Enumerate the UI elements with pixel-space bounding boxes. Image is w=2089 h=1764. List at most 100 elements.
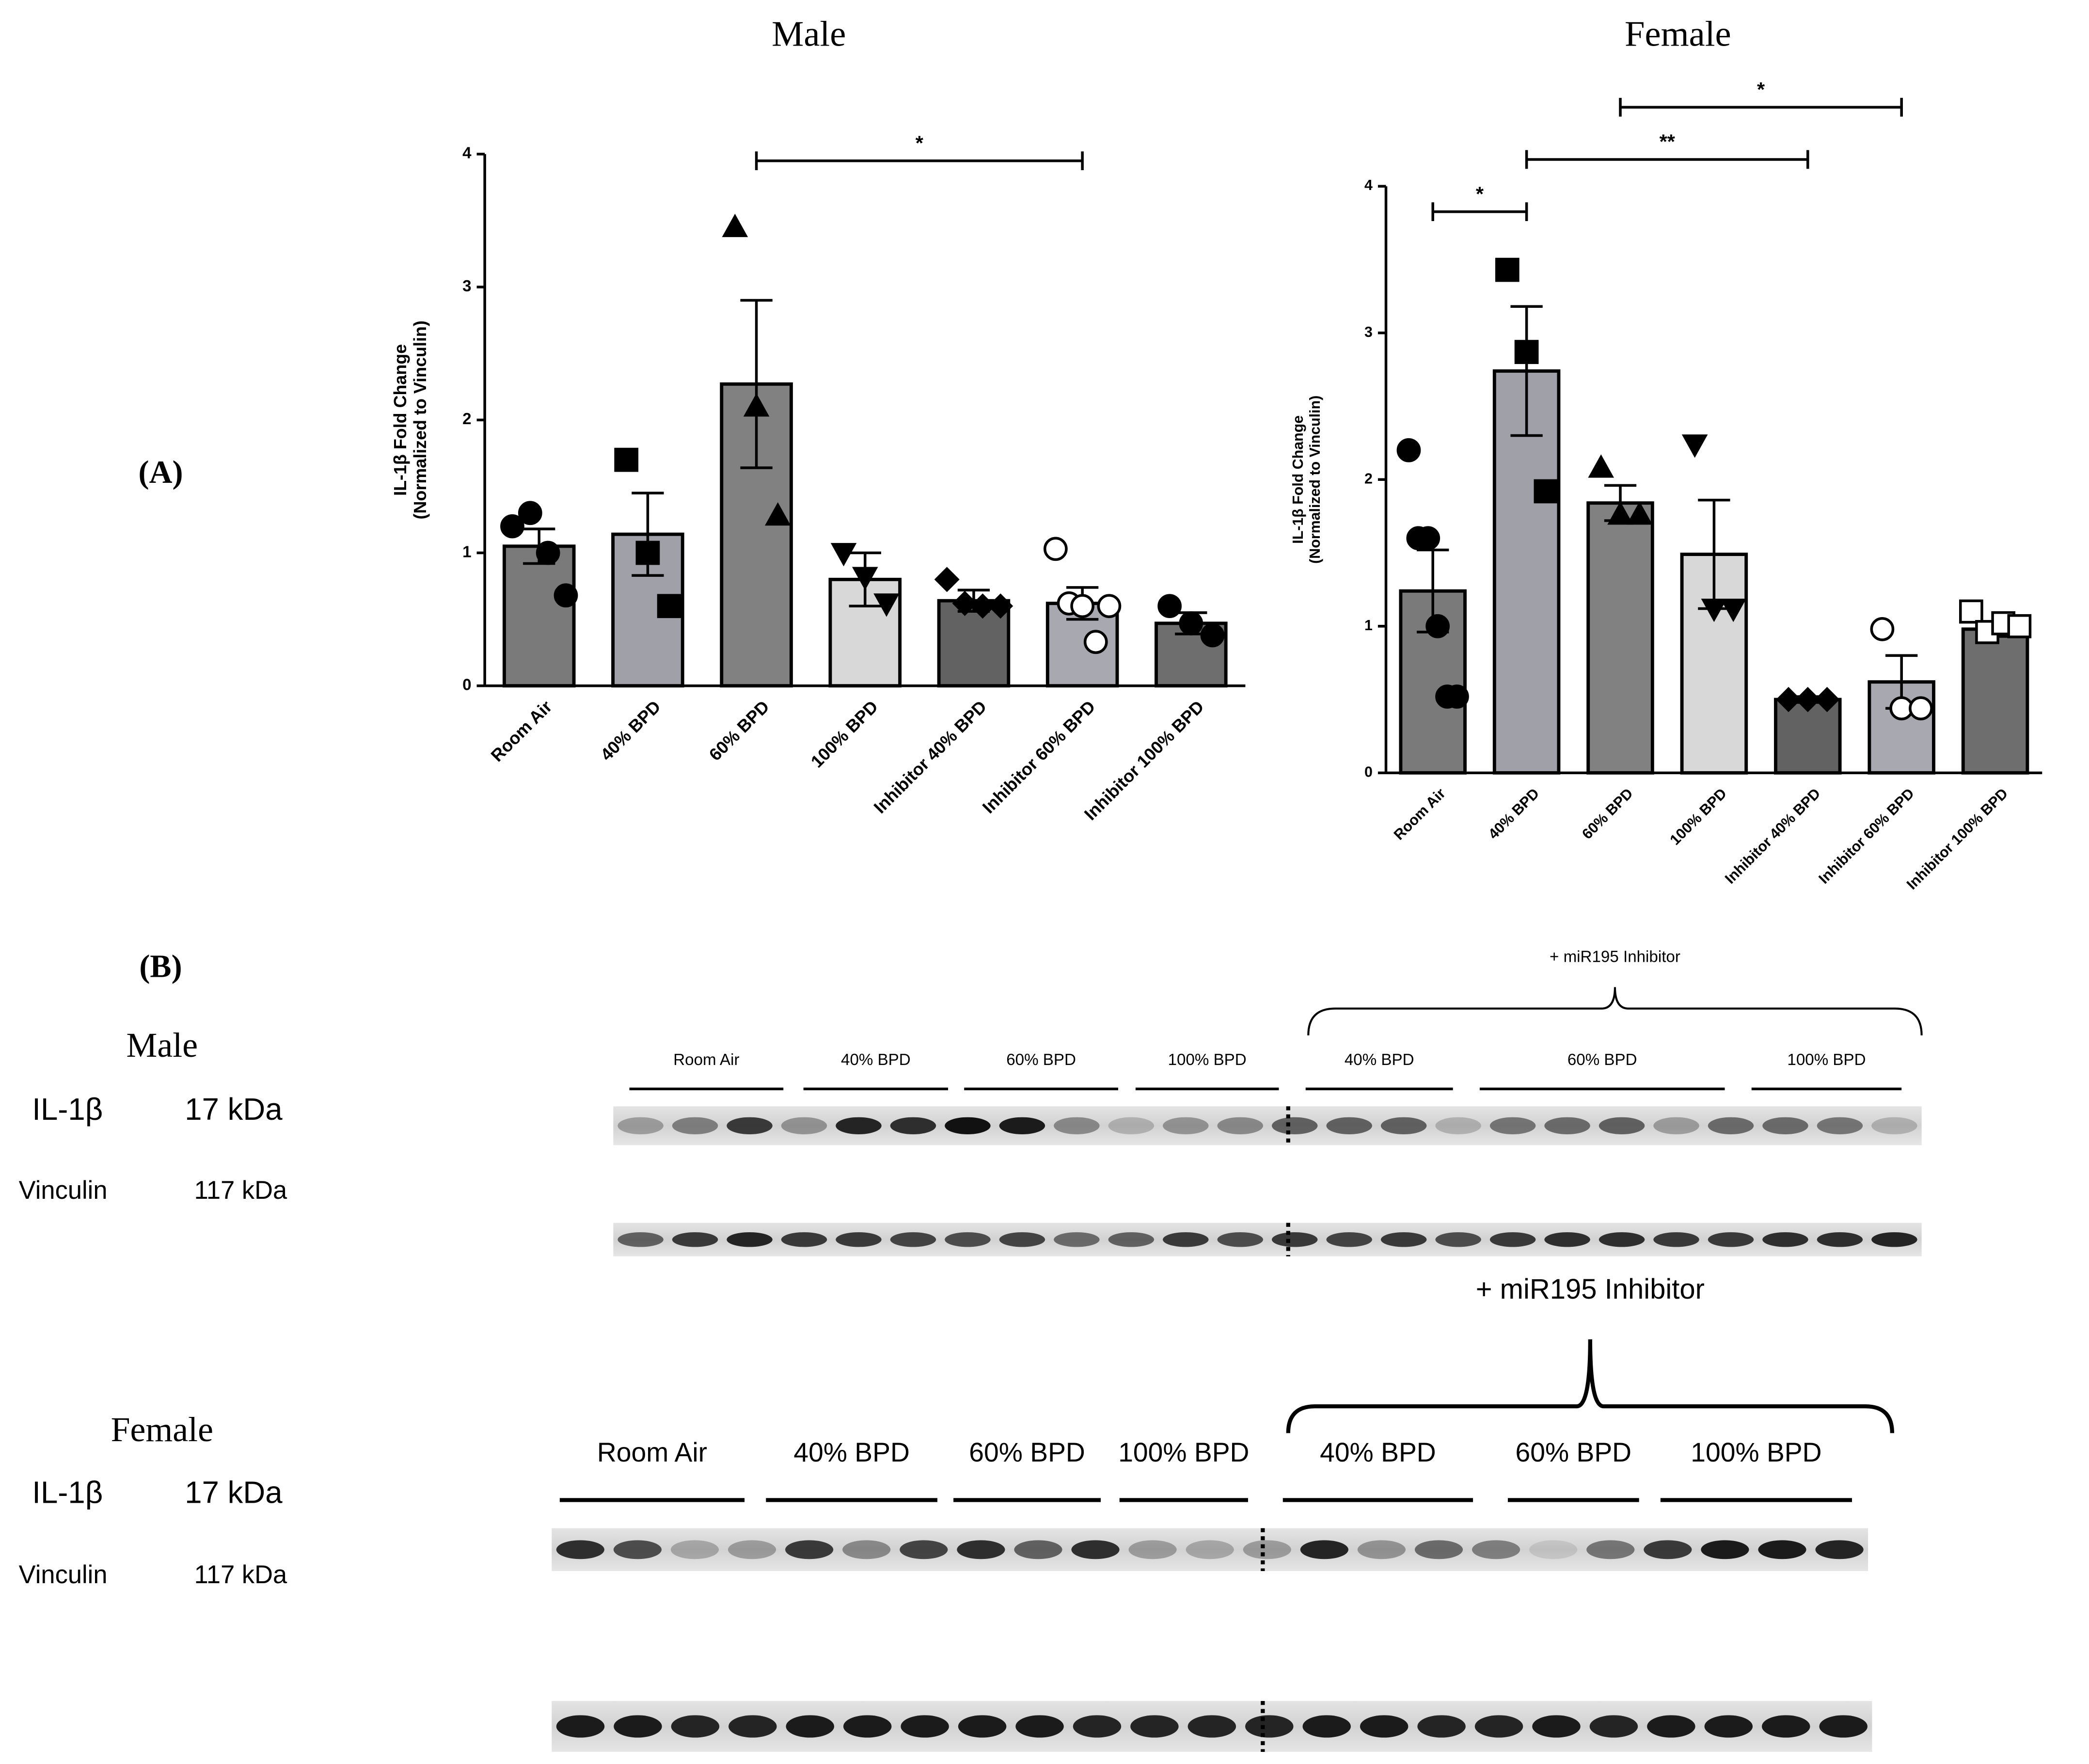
y-tick-label: 0 bbox=[1364, 763, 1373, 780]
blot-band bbox=[1598, 1117, 1645, 1134]
data-point bbox=[1416, 526, 1440, 551]
data-point bbox=[657, 594, 681, 619]
blot-band bbox=[1708, 1117, 1754, 1134]
blot-band bbox=[945, 1232, 991, 1247]
blot-band bbox=[781, 1232, 827, 1247]
data-point bbox=[830, 543, 857, 567]
blot-band bbox=[1187, 1715, 1236, 1738]
blot-band bbox=[842, 1540, 891, 1559]
lane-group-label: 40% BPD bbox=[793, 1437, 910, 1467]
inhibitor-label: + miR195 Inhibitor bbox=[1476, 1273, 1705, 1305]
blot-band bbox=[1529, 1540, 1578, 1559]
y-axis-label-line: IL-1β Fold Change bbox=[390, 344, 410, 496]
data-point bbox=[934, 567, 960, 592]
data-point bbox=[1776, 687, 1802, 713]
blot-band bbox=[614, 1715, 662, 1738]
blot-band bbox=[1474, 1715, 1523, 1738]
blot-band bbox=[1701, 1540, 1749, 1559]
blot-band bbox=[1871, 1117, 1917, 1134]
blot-band bbox=[556, 1715, 605, 1738]
lane-group-label: 60% BPD bbox=[969, 1437, 1085, 1467]
blot-band bbox=[785, 1540, 834, 1559]
blot-band bbox=[1871, 1232, 1917, 1247]
data-point bbox=[1495, 257, 1519, 282]
y-tick-label: 3 bbox=[1364, 324, 1373, 340]
blot-band bbox=[1357, 1540, 1406, 1559]
lane-group-label: 60% BPD bbox=[1567, 1051, 1637, 1069]
data-point bbox=[1070, 594, 1095, 619]
blot-band bbox=[1272, 1117, 1318, 1134]
blot-band bbox=[1817, 1117, 1863, 1134]
blot-band bbox=[1108, 1117, 1155, 1134]
blot-band bbox=[1644, 1540, 1692, 1559]
data-point bbox=[1200, 623, 1225, 648]
blot-band bbox=[1128, 1540, 1177, 1559]
blot-band bbox=[1589, 1715, 1638, 1738]
blot-band bbox=[786, 1715, 835, 1738]
blot-band bbox=[672, 1232, 718, 1247]
blot-band bbox=[890, 1117, 936, 1134]
lane-group-label: 40% BPD bbox=[1345, 1051, 1414, 1069]
bar bbox=[1961, 627, 2029, 775]
blot-band bbox=[1762, 1117, 1808, 1134]
blot-band bbox=[1819, 1715, 1867, 1738]
y-tick-label: 4 bbox=[462, 144, 472, 162]
significance-label: * bbox=[1757, 78, 1765, 101]
blot-band bbox=[1272, 1232, 1318, 1247]
blot-band bbox=[672, 1117, 718, 1134]
data-point bbox=[1795, 687, 1820, 713]
y-axis-label-line: IL-1β Fold Change bbox=[1290, 415, 1306, 544]
y-axis-label: IL-1β Fold Change(Normalized to Vinculin… bbox=[1290, 396, 1323, 564]
x-tick-label: Inhibitor 40% BPD bbox=[1722, 785, 1823, 887]
blot-band bbox=[1653, 1117, 1699, 1134]
x-tick-label: 100% BPD bbox=[1667, 785, 1730, 848]
blot-band bbox=[781, 1117, 827, 1134]
data-point bbox=[1445, 684, 1469, 709]
blot-band bbox=[999, 1117, 1045, 1134]
y-tick-label: 1 bbox=[1364, 617, 1373, 634]
blot-membrane bbox=[613, 1106, 1922, 1145]
data-point bbox=[970, 593, 996, 619]
blot-band bbox=[1015, 1715, 1064, 1738]
blot-band bbox=[1435, 1117, 1481, 1134]
data-point bbox=[1720, 599, 1746, 622]
blot-band bbox=[1163, 1117, 1209, 1134]
blot-band bbox=[836, 1117, 882, 1134]
data-point bbox=[1425, 614, 1450, 638]
blot-band bbox=[900, 1540, 948, 1559]
data-point bbox=[852, 567, 878, 590]
blot-band bbox=[1217, 1232, 1264, 1247]
protein-size: 117 kDa bbox=[194, 1560, 287, 1589]
x-tick-label: 40% BPD bbox=[1485, 785, 1542, 842]
chart-title: Male bbox=[772, 15, 846, 54]
protein-size: 17 kDa bbox=[185, 1475, 283, 1510]
significance-label: ** bbox=[1660, 130, 1676, 153]
data-point bbox=[1396, 438, 1421, 462]
blot-band bbox=[1360, 1715, 1408, 1738]
lane-group-label: 100% BPD bbox=[1168, 1051, 1247, 1069]
data-point bbox=[952, 590, 978, 616]
blot-band bbox=[727, 1117, 773, 1134]
y-tick-label: 0 bbox=[462, 676, 471, 694]
data-point bbox=[1588, 454, 1614, 478]
x-tick-label: Inhibitor 60% BPD bbox=[1816, 785, 1917, 887]
x-tick-label: Inhibitor 100% BPD bbox=[1080, 697, 1208, 824]
data-point bbox=[1083, 630, 1108, 654]
y-axis-label-line: (Normalized to Vinculin) bbox=[411, 320, 430, 519]
blot-band bbox=[727, 1232, 773, 1247]
data-point bbox=[500, 514, 524, 539]
blot-band bbox=[836, 1232, 882, 1247]
inhibitor-brace bbox=[1307, 987, 1923, 1035]
inhibitor-brace bbox=[1286, 1339, 1895, 1433]
data-point bbox=[988, 593, 1013, 619]
x-tick-label: 60% BPD bbox=[705, 697, 773, 764]
data-point bbox=[1514, 340, 1539, 364]
protein-name: Vinculin bbox=[19, 1560, 108, 1589]
lane-group-label: 100% BPD bbox=[1787, 1051, 1866, 1069]
data-point bbox=[536, 540, 560, 565]
blot-band bbox=[1815, 1540, 1864, 1559]
data-point bbox=[554, 583, 578, 608]
x-tick-label: Inhibitor 40% BPD bbox=[870, 697, 990, 817]
blot-band bbox=[1217, 1117, 1264, 1134]
